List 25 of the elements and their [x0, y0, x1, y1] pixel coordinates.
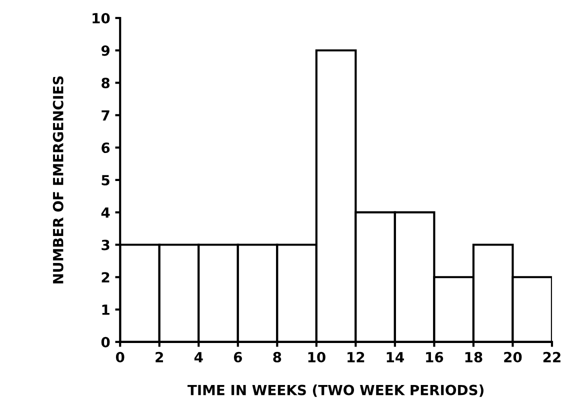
x-tick-label: 16 — [426, 352, 444, 362]
y-axis-title: NUMBER OF EMERGENCIES — [52, 76, 64, 284]
y-tick-label: 5 — [102, 175, 110, 186]
x-tick-label: 10 — [308, 352, 326, 362]
x-tick-label: 22 — [543, 352, 560, 362]
y-tick-label: 3 — [102, 240, 110, 250]
x-tick-label: 12 — [348, 352, 364, 362]
y-tick-label: 8 — [102, 78, 110, 88]
y-tick-label: 4 — [101, 208, 110, 218]
y-tick-label: 10 — [92, 12, 110, 24]
x-tick-label: 0 — [116, 352, 124, 362]
x-tick-label: 14 — [386, 352, 404, 362]
x-axis-title: TIME IN WEEKS (TWO WEEK PERIODS) — [188, 384, 484, 397]
y-tick-label: 1 — [102, 304, 110, 315]
x-tick-label: 20 — [504, 352, 522, 362]
y-tick-label: 0 — [101, 336, 110, 348]
x-tick-label: 4 — [194, 352, 203, 362]
x-tick-label: 8 — [273, 352, 282, 362]
y-tick-label: 7 — [102, 110, 110, 120]
x-tick-label: 2 — [156, 352, 164, 362]
x-tick-label: 18 — [465, 352, 482, 362]
x-tick-label: 6 — [234, 352, 242, 362]
y-tick-label: 6 — [102, 142, 110, 154]
y-tick-label: 2 — [102, 272, 110, 282]
y-tick-label: 9 — [101, 45, 110, 56]
